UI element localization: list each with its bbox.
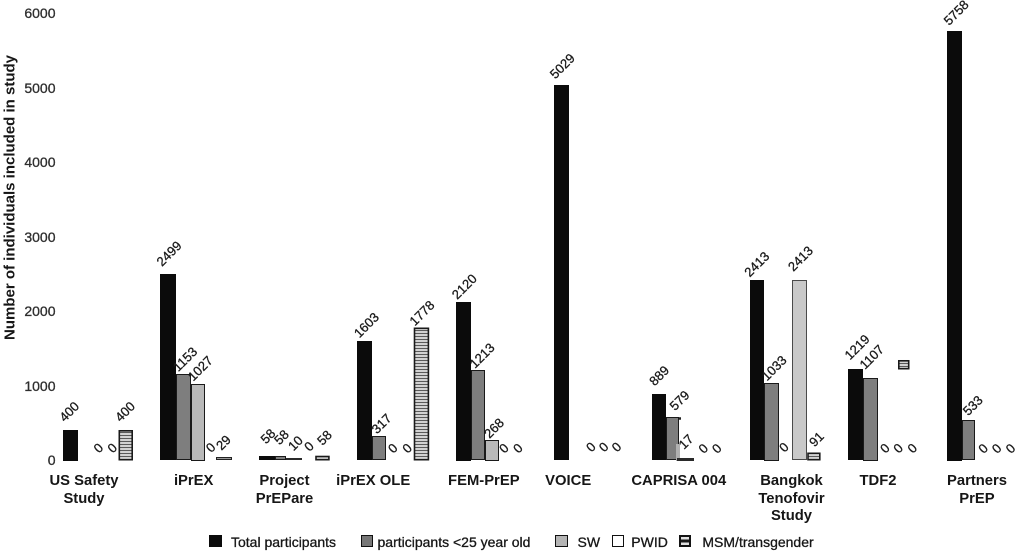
svg-text:0: 0 xyxy=(91,440,107,456)
svg-text:400: 400 xyxy=(56,399,82,425)
svg-text:0: 0 xyxy=(776,439,792,455)
svg-text:58: 58 xyxy=(314,427,335,448)
svg-text:1603: 1603 xyxy=(351,310,382,341)
svg-text:2413: 2413 xyxy=(785,243,816,274)
svg-text:0: 0 xyxy=(709,441,725,457)
svg-text:2499: 2499 xyxy=(154,238,185,269)
svg-text:0: 0 xyxy=(385,440,401,456)
svg-text:0: 0 xyxy=(583,439,599,455)
svg-text:0: 0 xyxy=(301,438,317,454)
svg-text:0: 0 xyxy=(877,440,893,456)
svg-text:1033: 1033 xyxy=(759,353,790,384)
svg-text:533: 533 xyxy=(960,392,986,418)
svg-text:0: 0 xyxy=(975,441,991,457)
svg-text:317: 317 xyxy=(369,411,395,437)
svg-text:1778: 1778 xyxy=(406,298,437,329)
svg-text:0: 0 xyxy=(596,439,612,455)
svg-text:0: 0 xyxy=(496,440,512,456)
svg-text:Number of individuals included: Number of individuals included in study xyxy=(2,54,19,340)
svg-text:268: 268 xyxy=(481,415,507,441)
svg-text:0: 0 xyxy=(989,441,1005,457)
svg-text:91: 91 xyxy=(806,429,827,450)
svg-text:0: 0 xyxy=(104,440,120,456)
svg-text:0: 0 xyxy=(890,440,906,456)
svg-text:0: 0 xyxy=(399,440,415,456)
svg-text:5758: 5758 xyxy=(941,0,972,28)
svg-text:0: 0 xyxy=(609,439,625,455)
svg-text:579: 579 xyxy=(667,387,693,413)
svg-text:0: 0 xyxy=(695,441,711,457)
svg-text:400: 400 xyxy=(112,399,138,425)
svg-text:5029: 5029 xyxy=(547,51,578,82)
svg-text:2120: 2120 xyxy=(449,271,480,302)
svg-text:889: 889 xyxy=(646,363,672,389)
svg-text:0: 0 xyxy=(1003,441,1019,457)
svg-text:0: 0 xyxy=(510,440,526,456)
svg-text:2413: 2413 xyxy=(741,249,772,280)
svg-text:1213: 1213 xyxy=(467,340,498,371)
svg-text:17: 17 xyxy=(676,431,697,452)
svg-text:0: 0 xyxy=(904,440,920,456)
